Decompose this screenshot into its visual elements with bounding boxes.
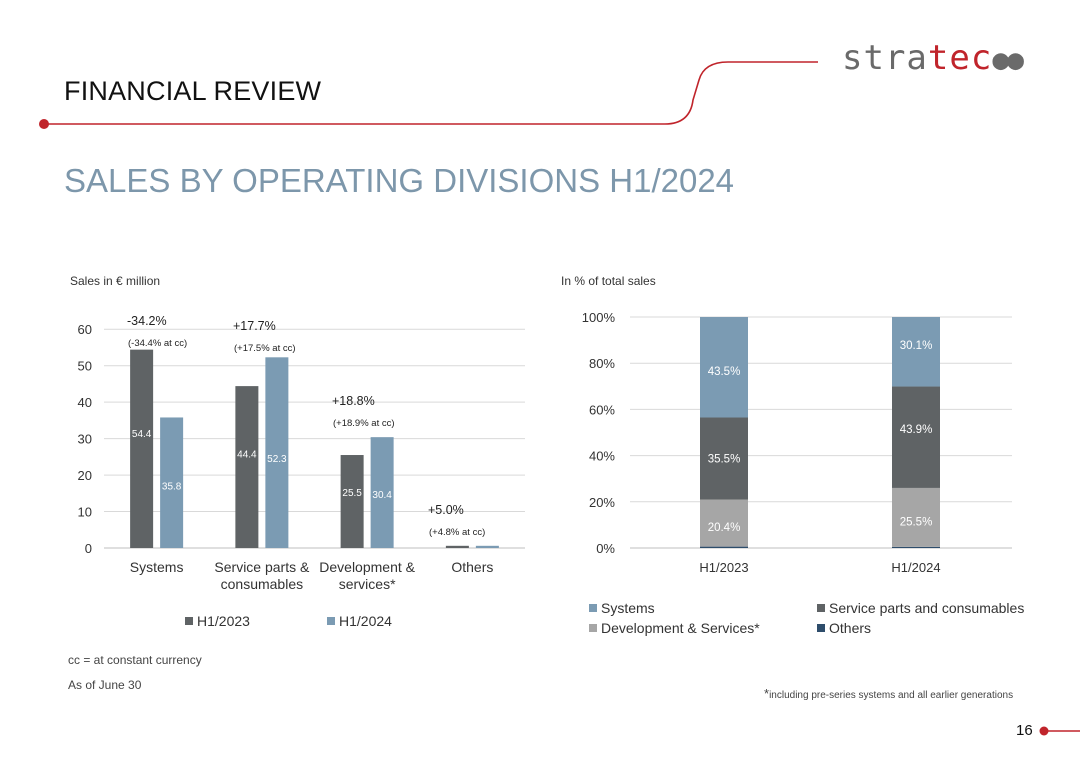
stacked-bar-segment: [700, 546, 748, 548]
page-title: SALES BY OPERATING DIVISIONS H1/2024: [64, 162, 735, 199]
bar-value-label: 25.5: [342, 488, 362, 499]
bar-value-label: 30.4: [372, 490, 392, 501]
right-chart-unit-label: In % of total sales: [561, 274, 656, 288]
growth-annotation-cc: (+4.8% at cc): [429, 527, 485, 538]
y-tick-label: 20%: [589, 495, 615, 510]
y-tick-label: 100%: [582, 310, 616, 325]
legend-label: Systems: [601, 600, 655, 616]
bar-value-label: 52.3: [267, 454, 287, 465]
legend-item-development: Development & Services*: [589, 620, 760, 636]
y-tick-label: 0%: [596, 541, 615, 556]
segment-value-label: 43.9%: [900, 424, 933, 436]
legend-swatch: [327, 617, 335, 625]
x-tick-label: Development &: [319, 559, 415, 575]
y-tick-label: 20: [78, 468, 92, 483]
y-tick-label: 80%: [589, 356, 615, 371]
stacked-bar-segment: [892, 317, 940, 387]
legend-item-service: Service parts and consumables: [817, 600, 1024, 616]
page-indicator-line: [1039, 726, 1080, 736]
legend-swatch: [185, 617, 193, 625]
x-tick-label: H1/2024: [891, 560, 940, 575]
stacked-bar-segment: [700, 499, 748, 547]
growth-annotation-cc: (+17.5% at cc): [234, 343, 296, 354]
growth-annotation: +5.0%: [428, 503, 464, 517]
x-tick-label: services*: [339, 576, 396, 592]
growth-annotation-cc: (+18.9% at cc): [333, 418, 395, 429]
legend-swatch: [817, 604, 825, 612]
segment-value-label: 20.4%: [708, 522, 741, 534]
segment-value-label: 25.5%: [900, 516, 933, 528]
y-tick-label: 0: [85, 541, 92, 556]
footnote-text: including pre-series systems and all ear…: [769, 690, 1014, 701]
bar: [445, 545, 469, 548]
legend-swatch: [589, 624, 597, 632]
bar: [160, 417, 184, 548]
y-tick-label: 40: [78, 395, 92, 410]
segment-value-label: 43.5%: [708, 366, 741, 378]
left-chart-unit-label: Sales in € million: [70, 274, 161, 288]
footnote-star: *: [764, 686, 770, 701]
section-title: FINANCIAL REVIEW: [64, 76, 322, 106]
sales-share-stacked-chart: 0% 20% 40% 60% 80% 100% 20.4% 35.5% 43.5% H1/2023…: [582, 310, 1012, 575]
growth-annotation: +17.7%: [233, 319, 276, 333]
growth-annotation: -34.2%: [127, 314, 167, 328]
legend-label: Development & Services*: [601, 620, 760, 636]
stacked-bar-segment: [700, 317, 748, 418]
series-footnote: *including pre-series systems and all ea…: [764, 686, 1013, 701]
legend-item-systems: Systems: [589, 600, 655, 616]
stratec-logo: stratec●●: [842, 38, 1024, 78]
bar-value-label: 35.8: [162, 481, 182, 492]
bar: [370, 437, 394, 548]
bar-value-label: 44.4: [237, 449, 257, 460]
x-tick-label: consumables: [221, 576, 304, 592]
legend-swatch: [817, 624, 825, 632]
bar: [340, 455, 364, 548]
y-tick-label: 10: [78, 505, 92, 520]
legend-label: H1/2024: [339, 613, 392, 629]
legend-item-h1-2024: H1/2024: [327, 613, 392, 629]
legend-label: Others: [829, 620, 872, 636]
currency-footnote: cc = at constant currency: [68, 653, 202, 667]
growth-annotation: +18.8%: [332, 394, 375, 408]
legend-swatch: [589, 604, 597, 612]
y-tick-label: 30: [78, 432, 92, 447]
legend-label: H1/2023: [197, 613, 250, 629]
segment-value-label: 30.1%: [900, 340, 933, 352]
y-tick-label: 50: [78, 359, 92, 374]
segment-value-label: 35.5%: [708, 453, 741, 465]
stacked-bar-segment: [892, 487, 940, 547]
sales-by-division-bar-chart: 0 10 20 30 40 50 60 54.4 35.8 Systems 44.4 52.3 Serv…: [78, 314, 525, 592]
stacked-bar-segment: [892, 546, 940, 548]
page-number: 16: [1016, 722, 1033, 739]
y-tick-label: 40%: [589, 449, 615, 464]
stacked-bar-segment: [892, 386, 940, 488]
bar: [265, 357, 289, 548]
stacked-bar-segment: [700, 417, 748, 500]
bar: [130, 349, 154, 548]
bar-value-label: 54.4: [132, 429, 152, 440]
legend-item-others: Others: [817, 620, 871, 636]
header-divider-line: [39, 61, 818, 129]
date-footnote: As of June 30: [68, 678, 142, 692]
bar: [235, 386, 259, 548]
x-tick-label: Systems: [130, 559, 184, 575]
y-tick-label: 60: [78, 322, 92, 337]
x-tick-label: Service parts &: [214, 559, 310, 575]
x-tick-label: H1/2023: [699, 560, 748, 575]
x-tick-label: Others: [451, 559, 493, 575]
y-tick-label: 60%: [589, 402, 615, 417]
legend-item-h1-2023: H1/2023: [185, 613, 250, 629]
legend-label: Service parts and consumables: [829, 600, 1025, 616]
growth-annotation-cc: (-34.4% at cc): [128, 338, 187, 349]
bar: [475, 545, 499, 548]
